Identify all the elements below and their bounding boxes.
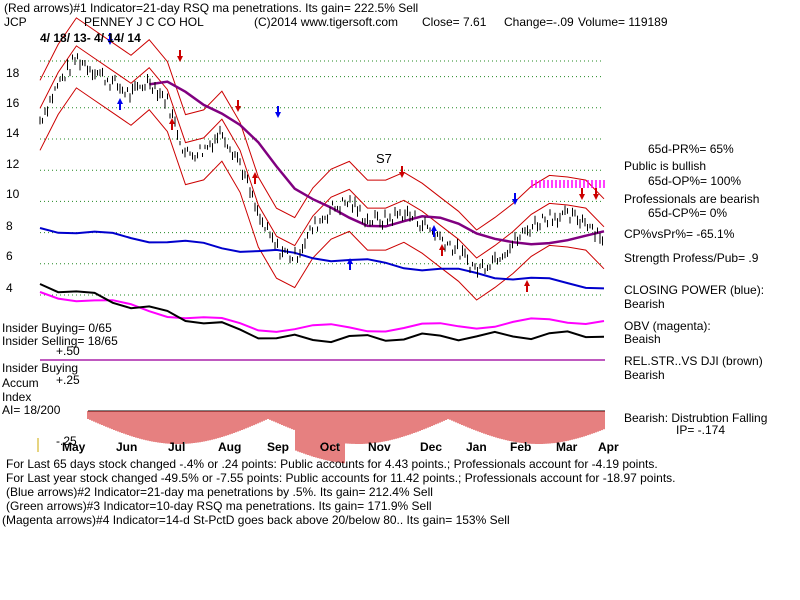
price-tick-14: 14 xyxy=(6,126,20,140)
signal-arrow xyxy=(579,188,585,200)
month-label: Sep xyxy=(267,440,290,454)
signal-arrow xyxy=(512,193,518,205)
signal-arrow xyxy=(177,50,183,62)
plus-50-label: +.50 xyxy=(56,344,80,358)
price-tick-4: 4 xyxy=(6,281,13,295)
month-label: Jun xyxy=(116,440,138,454)
month-label: Oct xyxy=(320,440,341,454)
signal-arrow xyxy=(169,118,175,130)
month-label: Jan xyxy=(466,440,487,454)
index-label: Index xyxy=(2,390,32,404)
cp-vs-pr: CP%vsPr%= -65.1% xyxy=(624,227,735,241)
month-label: Mar xyxy=(556,440,578,454)
month-label: Dec xyxy=(420,440,443,454)
inner-band-line xyxy=(39,45,605,259)
insider-selling: Insider Selling= 18/65 xyxy=(2,334,118,348)
ticker: JCP xyxy=(4,15,27,29)
source: (C)2014 www.tigersoft.com xyxy=(254,15,399,29)
signal-arrow xyxy=(524,280,530,292)
header-line1: (Red arrows)#1 Indicator=21-day RSQ ma p… xyxy=(4,1,419,15)
insider-buying: Insider Buying= 0/65 xyxy=(2,321,112,335)
signal-arrow xyxy=(117,98,123,110)
footer-line4: (Green arrows)#3 Indicator=10-day RSQ ma… xyxy=(6,499,432,513)
ai-label: AI= 18/200 xyxy=(2,403,61,417)
bearish-distribution: Bearish: Distrubtion Falling xyxy=(624,411,768,425)
signal-arrows xyxy=(107,33,605,292)
obv-value: Beaish xyxy=(624,332,661,346)
signal-arrow xyxy=(347,258,353,270)
accum-label: Accum xyxy=(2,376,39,390)
month-label: Jul xyxy=(168,440,186,454)
ip-value: IP= -.174 xyxy=(676,423,726,437)
cp-percent: 65d-CP%= 0% xyxy=(648,206,728,220)
op-percent: 65d-OP%= 100% xyxy=(648,174,742,188)
signal-arrow xyxy=(252,172,258,184)
chart-lines xyxy=(39,17,605,344)
lower-band-line xyxy=(39,87,605,301)
signal-arrow xyxy=(235,100,241,112)
price-tick-8: 8 xyxy=(6,219,13,233)
insider-buying-label: Insider Buying xyxy=(2,361,79,375)
month-label: Feb xyxy=(510,440,532,454)
strength-ratio: Strength Profess/Pub= .9 xyxy=(624,251,759,265)
date-range: 4/ 18/ 13- 4/ 14/ 14 xyxy=(40,31,141,45)
relative-strength-line xyxy=(39,283,605,344)
footer-line1: For Last 65 days stock changed -.4% or .… xyxy=(6,457,658,471)
public-status: Public is bullish xyxy=(624,159,707,173)
footer-line3: (Blue arrows)#2 Indicator=21-day ma pene… xyxy=(6,485,433,499)
closing-power-line xyxy=(39,227,605,290)
moving-average-line xyxy=(149,80,605,246)
price-tick-6: 6 xyxy=(6,249,13,263)
signal-arrow xyxy=(275,106,281,118)
upper-band-line xyxy=(39,17,605,231)
obv-line xyxy=(39,291,605,333)
signal-arrow xyxy=(431,225,437,237)
price-tick-16: 16 xyxy=(6,96,20,110)
month-label: Aug xyxy=(218,440,242,454)
plus-25-label: +.25 xyxy=(56,373,80,387)
closing-power-value: Bearish xyxy=(624,297,665,311)
relstr-value: Bearish xyxy=(624,368,665,382)
price-bars xyxy=(39,53,603,278)
month-label: May xyxy=(62,440,86,454)
price-tick-10: 10 xyxy=(6,187,20,201)
closing-power-label: CLOSING POWER (blue): xyxy=(624,283,765,297)
volume-value: Volume= 119189 xyxy=(578,15,668,29)
signal-arrow xyxy=(107,33,113,45)
pr-percent: 65d-PR%= 65% xyxy=(648,142,734,156)
price-tick-18: 18 xyxy=(6,66,20,80)
minus-25-label: -.25 xyxy=(56,434,77,448)
month-label: Apr xyxy=(598,440,619,454)
close-value: Close= 7.61 xyxy=(422,15,487,29)
professionals-status: Professionals are bearish xyxy=(624,192,760,206)
month-label: Nov xyxy=(368,440,391,454)
relstr-label: REL.STR..VS DJI (brown) xyxy=(624,354,763,368)
signal-arrow xyxy=(439,244,445,256)
accumulation-histogram xyxy=(87,411,605,464)
obv-label: OBV (magenta): xyxy=(624,319,711,333)
footer-line2: For Last year stock changed -49.5% or -7… xyxy=(6,471,676,485)
change-value: Change=-.09 xyxy=(504,15,574,29)
price-tick-12: 12 xyxy=(6,157,20,171)
footer-line5: (Magenta arrows)#4 Indicator=14-d St-Pct… xyxy=(2,513,510,527)
company-name: PENNEY J C CO HOL xyxy=(84,15,204,29)
signal-arrow xyxy=(399,166,405,178)
signal-arrow xyxy=(593,188,599,200)
signal-s7: S7 xyxy=(376,151,392,166)
